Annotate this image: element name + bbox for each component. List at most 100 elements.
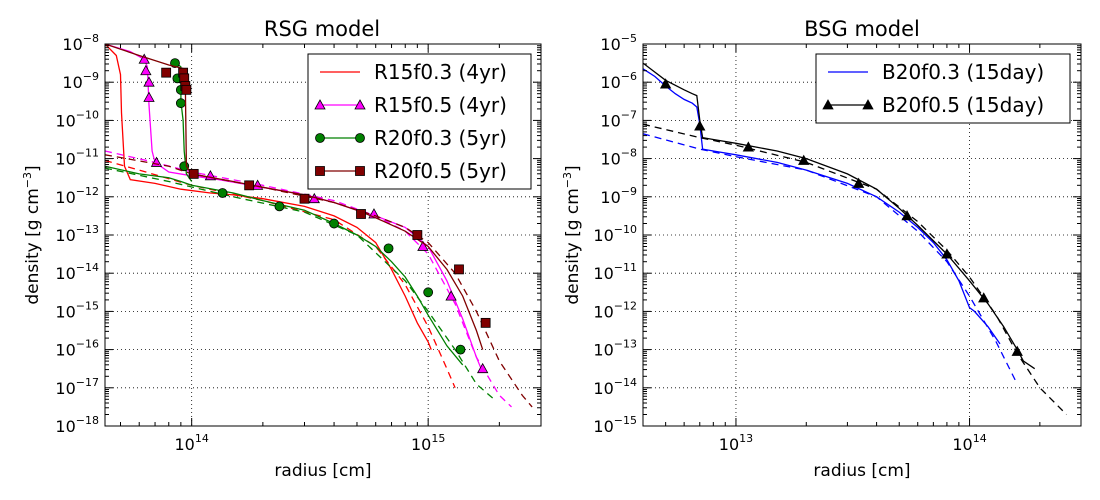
- bsg-ytick-label-4: 10−11: [593, 261, 637, 283]
- rsg-legend: R15f0.3 (4yr) R15f0.5 (4yr) R20f0.3 (5yr) R…: [307, 53, 532, 190]
- bsg-xlabel: radius [cm]: [813, 461, 910, 481]
- rsg-ytick-label-10: 10−8: [62, 32, 99, 54]
- bsg-legend-marker-b-1: [862, 99, 874, 110]
- rsg-ticks: 1014 1015 10−18 10−17 10−16 10−15 10−14 10−13 10…: [55, 32, 541, 454]
- bsg-ytick-label-10: 10−5: [600, 32, 637, 54]
- bsg-xtick-label-1: 1014: [952, 432, 986, 454]
- bsg-ytick-label-8: 10−7: [600, 108, 637, 130]
- rsg-series-2-marker-10: [455, 344, 466, 355]
- rsg-ylabel-close: ]: [23, 165, 43, 172]
- rsg-series-2-marker-9: [423, 287, 434, 298]
- bsg-series-1-marker-6: [941, 248, 953, 259]
- bsg-series-0-solid-line: [643, 68, 1001, 345]
- rsg-ylabel-exp: −3: [21, 172, 34, 188]
- rsg-legend-marker-a-1: [314, 99, 326, 110]
- bsg-title: BSG model: [804, 17, 920, 41]
- bsg-series-0-dashed-line: [643, 133, 1018, 385]
- bsg-ylabel-exp: −3: [561, 172, 574, 188]
- bsg-legend: B20f0.3 (15day) B20f0.5 (15day): [815, 53, 1071, 124]
- rsg-ytick-label-6: 10−12: [55, 185, 99, 207]
- bsg-legend-label-0: B20f0.3 (15day): [882, 60, 1044, 84]
- rsg-series-3-marker-8: [356, 209, 366, 219]
- rsg-legend-label-1: R15f0.5 (4yr): [374, 93, 507, 117]
- bsg-series-1-marker-4: [852, 177, 865, 188]
- rsg-series-1-marker-1: [140, 64, 152, 76]
- rsg-series-3-marker-9: [412, 230, 423, 240]
- bsg-ylabel-main: density [g cm: [563, 188, 583, 304]
- bsg-legend-label-1: B20f0.5 (15day): [882, 93, 1044, 117]
- bsg-series-1-marker-3: [798, 154, 810, 165]
- rsg-ytick-label-5: 10−13: [55, 223, 99, 245]
- rsg-ytick-label-3: 10−15: [55, 299, 99, 321]
- rsg-title: RSG model: [264, 17, 380, 41]
- bsg-ylabel-close: ]: [563, 165, 583, 172]
- rsg-ytick-label-8: 10−10: [55, 108, 99, 130]
- rsg-series-3-marker-6: [244, 180, 255, 191]
- bsg-series-1-marker-7: [978, 292, 990, 303]
- rsg-legend-label-0: R15f0.3 (4yr): [374, 60, 507, 84]
- rsg-series-2-marker-5: [217, 188, 228, 198]
- bsg-series-1-marker-2: [742, 141, 755, 152]
- rsg-ylabel: density [g cm−3]: [21, 165, 43, 304]
- bsg-ytick-label-3: 10−12: [593, 299, 637, 321]
- rsg-series-2-marker-6: [274, 201, 285, 212]
- rsg-series-1-marker-0: [138, 53, 150, 64]
- rsg-series-3-marker-10: [454, 264, 464, 275]
- rsg-series-2-marker-3: [175, 98, 186, 109]
- rsg-series-3-marker-4: [181, 84, 192, 95]
- bsg-panel: BSG model 1013 101410−1510−1410−1310−1210…: [561, 17, 1082, 481]
- bsg-ytick-label-2: 10−13: [593, 338, 637, 360]
- bsg-ylabel: density [g cm−3]: [561, 165, 583, 304]
- bsg-series-1-dashed-line: [643, 123, 1067, 415]
- rsg-series-1-marker-3: [143, 91, 155, 102]
- bsg-ytick-label-7: 10−8: [600, 147, 637, 169]
- rsg-series-3-marker-0: [161, 67, 172, 78]
- bsg-series-1-marker-5: [901, 210, 913, 221]
- rsg-ytick-label-9: 10−9: [62, 70, 99, 92]
- rsg-legend-marker-b-1: [354, 99, 366, 110]
- rsg-ytick-label-0: 10−18: [55, 414, 99, 436]
- bsg-ytick-label-1: 10−14: [593, 376, 637, 398]
- bsg-legend-box: [815, 53, 1071, 124]
- rsg-ytick-label-4: 10−14: [55, 261, 99, 283]
- rsg-series-2-marker-4: [179, 161, 190, 172]
- rsg-ylabel-main: density [g cm: [23, 188, 43, 304]
- rsg-series-3-marker-5: [188, 168, 199, 179]
- rsg-series-1-marker-9: [417, 240, 429, 251]
- bsg-series-1-solid-line: [643, 62, 1036, 370]
- rsg-legend-label-2: R20f0.3 (5yr): [374, 126, 507, 150]
- rsg-series-2-marker-8: [383, 243, 394, 254]
- rsg-ytick-label-1: 10−17: [55, 376, 99, 398]
- rsg-series-1-marker-11: [476, 362, 489, 374]
- rsg-xlabel: radius [cm]: [274, 461, 371, 481]
- rsg-series-2-dashed-line: [105, 167, 495, 400]
- rsg-series-3-marker-7: [299, 193, 310, 204]
- bsg-ytick-label-5: 10−10: [593, 223, 637, 245]
- rsg-ytick-label-7: 10−11: [55, 147, 99, 169]
- bsg-plot-area: [643, 62, 1067, 415]
- rsg-series-3-marker-11: [480, 317, 491, 328]
- rsg-legend-box: [307, 53, 532, 190]
- bsg-series-1-marker-1: [694, 120, 706, 131]
- rsg-series-2-marker-7: [329, 218, 339, 229]
- bsg-ytick-label-0: 10−15: [593, 414, 637, 436]
- rsg-legend-marker-b-2: [355, 133, 365, 143]
- rsg-ytick-label-2: 10−16: [55, 338, 99, 360]
- rsg-plot-area: [105, 44, 533, 408]
- bsg-xtick-label-0: 1013: [719, 432, 753, 454]
- rsg-legend-marker-b-3: [355, 166, 365, 176]
- rsg-xtick-label-0: 1014: [175, 432, 209, 454]
- bsg-ytick-label-9: 10−6: [600, 70, 637, 92]
- rsg-legend-marker-a-3: [315, 166, 325, 176]
- bsg-series-1-marker-0: [659, 78, 672, 89]
- bsg-ytick-label-6: 10−9: [600, 185, 637, 207]
- rsg-panel: RSG model 1014 101510−1810−1710−1610−1510…: [21, 17, 542, 481]
- rsg-legend-label-3: R20f0.5 (5yr): [374, 159, 507, 183]
- rsg-legend-marker-a-2: [315, 133, 325, 143]
- rsg-xtick-label-1: 1015: [411, 432, 445, 454]
- rsg-series-1-marker-2: [143, 76, 155, 87]
- rsg-series-1-marker-10: [445, 290, 457, 301]
- bsg-legend-marker-a-1: [822, 99, 834, 110]
- bsg-ticks: 1013 1014 10−15 10−14 10−13 10−12 10−11 10−10 10…: [593, 32, 1081, 454]
